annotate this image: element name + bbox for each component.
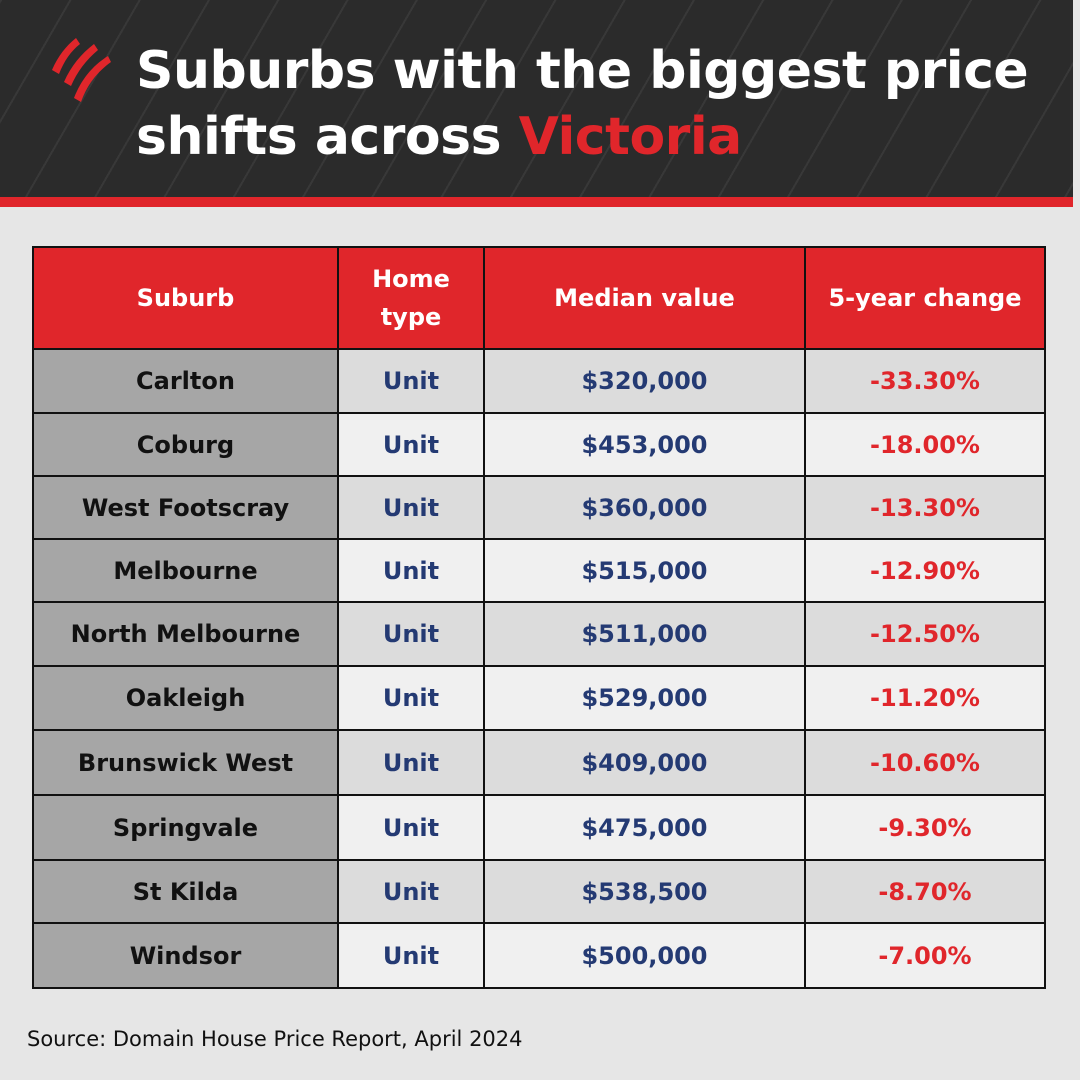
cell-5-year-change: -18.00%: [804, 412, 1046, 477]
cell-suburb: Brunswick West: [32, 729, 339, 796]
cell-home-type: Unit: [337, 665, 485, 731]
table-row: West Footscray Unit $360,000 -13.30%: [32, 475, 1046, 540]
title-line-1: Suburbs with the biggest price: [136, 41, 1029, 101]
cell-suburb: West Footscray: [32, 475, 339, 540]
title-highlight: Victoria: [518, 107, 743, 167]
table-row: Windsor Unit $500,000 -7.00%: [32, 922, 1046, 989]
column-header-median-value: Median value: [483, 246, 806, 350]
cell-suburb: Windsor: [32, 922, 339, 989]
cell-home-type: Unit: [337, 538, 485, 603]
cell-5-year-change: -12.90%: [804, 538, 1046, 603]
suburb-price-table: Suburb Home type Median value 5-year cha…: [32, 246, 1046, 989]
cell-median-value: $529,000: [483, 665, 806, 731]
cell-5-year-change: -13.30%: [804, 475, 1046, 540]
title-line-2: shifts across: [136, 107, 519, 167]
table-row: North Melbourne Unit $511,000 -12.50%: [32, 601, 1046, 667]
cell-home-type: Unit: [337, 601, 485, 667]
cell-suburb: Oakleigh: [32, 665, 339, 731]
cell-suburb: St Kilda: [32, 859, 339, 924]
table-body: Carlton Unit $320,000 -33.30% Coburg Unit $453…: [32, 348, 1046, 989]
cell-median-value: $511,000: [483, 601, 806, 667]
cell-5-year-change: -12.50%: [804, 601, 1046, 667]
table-row: Oakleigh Unit $529,000 -11.20%: [32, 665, 1046, 731]
table-row: Brunswick West Unit $409,000 -10.60%: [32, 729, 1046, 796]
cell-suburb: North Melbourne: [32, 601, 339, 667]
cell-median-value: $500,000: [483, 922, 806, 989]
cell-median-value: $475,000: [483, 794, 806, 861]
cell-5-year-change: -33.30%: [804, 348, 1046, 414]
cell-5-year-change: -8.70%: [804, 859, 1046, 924]
cell-5-year-change: -11.20%: [804, 665, 1046, 731]
table-row: Springvale Unit $475,000 -9.30%: [32, 794, 1046, 861]
cell-home-type: Unit: [337, 475, 485, 540]
header-banner: Suburbs with the biggest price shifts ac…: [0, 0, 1073, 197]
table-row: St Kilda Unit $538,500 -8.70%: [32, 859, 1046, 924]
cell-home-type: Unit: [337, 859, 485, 924]
cell-home-type: Unit: [337, 794, 485, 861]
sbs-logo-icon: [52, 38, 111, 102]
cell-suburb: Coburg: [32, 412, 339, 477]
page-title: Suburbs with the biggest price shifts ac…: [136, 38, 1029, 170]
table-header-row: Suburb Home type Median value 5-year cha…: [32, 246, 1046, 350]
cell-median-value: $515,000: [483, 538, 806, 603]
column-header-home-type: Home type: [337, 246, 485, 350]
column-header-suburb: Suburb: [32, 246, 339, 350]
cell-home-type: Unit: [337, 922, 485, 989]
cell-5-year-change: -10.60%: [804, 729, 1046, 796]
cell-median-value: $360,000: [483, 475, 806, 540]
column-header-5-year-change: 5-year change: [804, 246, 1046, 350]
table-row: Coburg Unit $453,000 -18.00%: [32, 412, 1046, 477]
table-row: Carlton Unit $320,000 -33.30%: [32, 348, 1046, 414]
cell-median-value: $409,000: [483, 729, 806, 796]
cell-median-value: $538,500: [483, 859, 806, 924]
cell-home-type: Unit: [337, 412, 485, 477]
cell-median-value: $320,000: [483, 348, 806, 414]
header-red-rule: [0, 197, 1073, 207]
cell-suburb: Carlton: [32, 348, 339, 414]
cell-suburb: Springvale: [32, 794, 339, 861]
cell-5-year-change: -7.00%: [804, 922, 1046, 989]
cell-suburb: Melbourne: [32, 538, 339, 603]
cell-5-year-change: -9.30%: [804, 794, 1046, 861]
table-row: Melbourne Unit $515,000 -12.90%: [32, 538, 1046, 603]
cell-home-type: Unit: [337, 348, 485, 414]
column-header-home-type-label: Home type: [372, 265, 450, 331]
header-texture: [0, 0, 1073, 197]
cell-home-type: Unit: [337, 729, 485, 796]
cell-median-value: $453,000: [483, 412, 806, 477]
source-note: Source: Domain House Price Report, April…: [27, 1027, 523, 1051]
